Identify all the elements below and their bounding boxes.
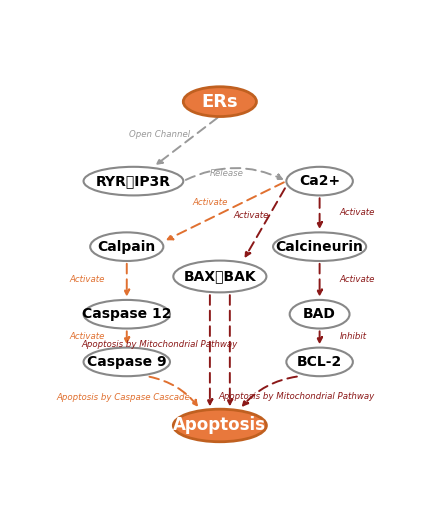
Ellipse shape [273,232,366,261]
Text: Apoptosis by Mitochondrial Pathway: Apoptosis by Mitochondrial Pathway [82,340,238,348]
Text: RYR、IP3R: RYR、IP3R [96,174,171,188]
Text: Activate: Activate [192,199,227,207]
Ellipse shape [173,261,266,293]
Text: Activate: Activate [69,275,105,284]
Text: BAX、BAK: BAX、BAK [184,269,256,283]
Ellipse shape [90,232,163,261]
Ellipse shape [287,167,353,196]
Text: Apoptosis: Apoptosis [173,416,266,434]
Text: Inhibit: Inhibit [340,332,367,342]
Text: BAD: BAD [303,307,336,321]
Ellipse shape [173,409,266,442]
Text: Calcineurin: Calcineurin [276,239,363,254]
Text: Activate: Activate [340,208,375,217]
Text: Activate: Activate [234,211,269,220]
Text: Activate: Activate [340,275,375,284]
Ellipse shape [84,348,170,376]
Text: Apoptosis by Caspase Cascade: Apoptosis by Caspase Cascade [57,393,190,402]
Text: Release: Release [210,169,243,178]
Text: BCL-2: BCL-2 [297,355,342,369]
Text: ERs: ERs [202,93,238,110]
Ellipse shape [84,167,183,196]
Ellipse shape [84,300,170,329]
Ellipse shape [183,87,257,117]
Text: Calpain: Calpain [98,239,156,254]
Text: Caspase 9: Caspase 9 [87,355,166,369]
Text: Caspase 12: Caspase 12 [82,307,172,321]
Ellipse shape [287,348,353,376]
Text: Apoptosis by Mitochondrial Pathway: Apoptosis by Mitochondrial Pathway [218,392,375,401]
Text: Activate: Activate [69,332,105,342]
Text: Open Channel: Open Channel [130,130,190,139]
Text: Ca2+: Ca2+ [299,174,340,188]
Ellipse shape [290,300,350,329]
